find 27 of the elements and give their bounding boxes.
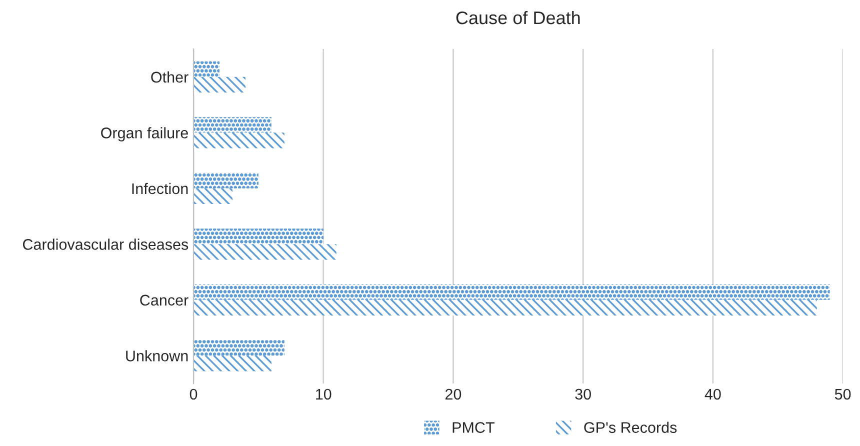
y-tick-label: Cardiovascular diseases (22, 238, 188, 250)
x-tick-label: 30 (575, 388, 591, 400)
x-tick-label: 40 (704, 388, 721, 400)
bar (194, 172, 258, 188)
bar (194, 76, 246, 93)
x-tick-label: 10 (316, 388, 332, 400)
bar (194, 188, 232, 204)
bar (194, 244, 336, 260)
y-tick-label: Other (151, 71, 188, 83)
y-tick-label: Organ failure (101, 127, 188, 142)
bar (194, 61, 220, 77)
bar (194, 356, 272, 372)
x-tick-label: 20 (445, 388, 462, 400)
legend-label: PMCT (452, 422, 494, 433)
legend-label: GP's Records (584, 422, 677, 433)
bar (194, 340, 284, 356)
x-tick-label: 50 (834, 388, 851, 400)
bar (194, 132, 284, 148)
bar (194, 284, 830, 300)
bar (194, 228, 324, 244)
x-tick-label: 0 (190, 388, 198, 400)
y-tick-label: Unknown (126, 350, 188, 362)
bar (194, 300, 817, 316)
bar (194, 117, 272, 133)
y-tick-label: Cancer (140, 294, 188, 306)
y-tick-label: Infection (132, 182, 188, 194)
chart-title: Cause of Death (456, 10, 580, 24)
